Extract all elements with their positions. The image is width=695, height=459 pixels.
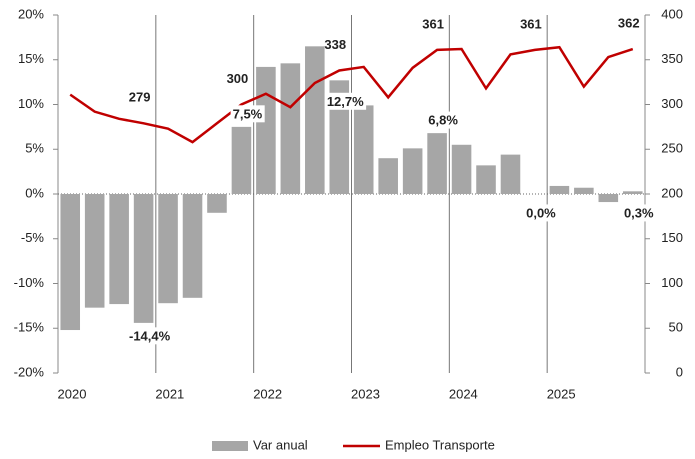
bar [133,194,154,323]
y2-tick-label: 250 [661,141,683,156]
bar-value-label: -14,4% [129,328,171,343]
y2-tick-label: 0 [676,364,683,379]
bar [427,133,447,194]
y-tick-label: -10% [14,275,45,290]
legend-label: Var anual [253,437,308,452]
legend-swatch [212,441,248,451]
bar [158,194,178,304]
x-tick-label: 2025 [547,386,576,401]
bar [305,46,325,195]
bar [500,154,521,194]
y2-tick-label: 300 [661,96,683,111]
bar [378,158,398,194]
label-background [524,204,559,222]
bar [182,194,203,298]
x-tick-label: 2023 [351,386,380,401]
legend-label: Empleo Transporte [385,437,495,452]
y2-tick-label: 150 [661,230,683,245]
bar [451,144,472,194]
label-background [127,327,173,345]
bar [207,194,227,213]
bar [353,105,374,194]
y2-tick-label: 400 [661,6,683,21]
bar [402,148,423,194]
label-background [324,92,367,110]
bar [280,63,301,194]
bar-value-label: 12,7% [327,94,364,109]
line-value-label: 338 [324,37,346,52]
bar [549,185,570,194]
bar [622,191,643,194]
x-tick-label: 2022 [253,386,282,401]
y-tick-label: 15% [18,51,44,66]
y-tick-label: -5% [21,230,45,245]
bar [60,194,81,331]
y-tick-label: 5% [25,141,44,156]
label-background [621,204,657,222]
label-background [230,105,265,123]
line-value-label: 300 [227,71,249,86]
y-tick-label: 10% [18,96,44,111]
bar-value-label: 6,8% [428,113,458,128]
y2-tick-label: 50 [669,320,683,335]
y2-tick-label: 200 [661,185,683,200]
y2-tick-label: 100 [661,275,683,290]
bar [598,194,619,203]
bar-value-label: 7,5% [233,106,263,121]
line-value-label: 361 [520,16,542,31]
bar [574,187,594,194]
bar [256,66,276,194]
line-value-label: 361 [422,16,444,31]
x-tick-label: 2021 [155,386,184,401]
bar [476,165,496,194]
line-value-label: 279 [129,90,151,105]
y-tick-label: 0% [25,185,44,200]
line-value-label: 362 [618,15,640,30]
bar [84,194,105,308]
bar-value-label: 0,0% [526,205,556,220]
y-tick-label: -20% [14,364,45,379]
y-tick-label: -15% [14,320,45,335]
bar [109,194,129,305]
label-background [426,111,461,129]
x-tick-label: 2020 [58,386,87,401]
line [69,45,634,144]
y-tick-label: 20% [18,6,44,21]
y2-tick-label: 350 [661,51,683,66]
x-tick-label: 2024 [449,386,478,401]
bar [231,126,252,194]
bar-value-label: 0,3% [624,205,654,220]
